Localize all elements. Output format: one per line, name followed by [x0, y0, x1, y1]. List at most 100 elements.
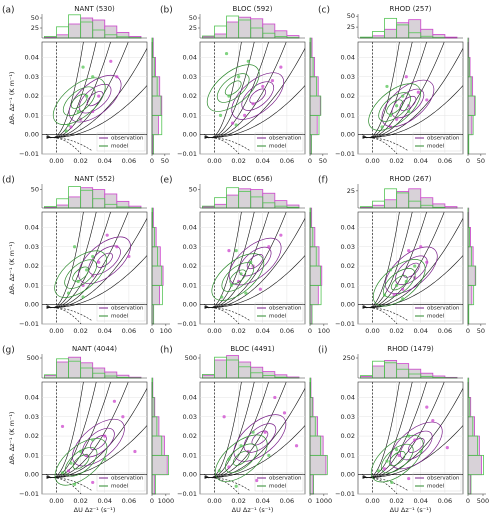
legend-label: observation [269, 476, 302, 482]
scatter-point [385, 460, 388, 463]
scatter-point [115, 245, 118, 248]
right-hist-bar [152, 227, 156, 246]
x-tick-label: 0.04 [98, 327, 112, 335]
y-tick-label: −0.01 [177, 320, 197, 328]
legend-label: model [269, 484, 287, 490]
scatter-point [383, 467, 386, 470]
x-tick-label: 0.02 [389, 497, 403, 505]
top-hist-bar [385, 29, 397, 38]
legend-label: model [269, 144, 287, 150]
scatter-point [417, 91, 420, 94]
top-hist-tick-label: 250 [343, 354, 355, 362]
top-hist-tick-label: 50 [347, 12, 355, 20]
top-hist-bar [275, 31, 287, 38]
right-hist-bar [152, 285, 160, 304]
panel-title: RHOD (257) [389, 5, 431, 13]
scatter-point [390, 481, 393, 484]
top-hist-bar [81, 363, 93, 378]
legend-label: observation [269, 136, 302, 142]
scatter-point [106, 234, 109, 237]
scatter-point [401, 94, 404, 97]
y-tick-label: 0.03 [341, 413, 355, 421]
right-hist-bar [468, 115, 472, 134]
scatter-point [395, 104, 398, 107]
y-tick-label: 0.03 [341, 243, 355, 251]
x-tick-label: 0.06 [280, 497, 294, 505]
scatter-point [249, 261, 252, 264]
legend-label: observation [111, 476, 144, 482]
scatter-point [397, 454, 400, 457]
x-tick-label: 0.02 [389, 157, 403, 165]
scatter-point [419, 245, 422, 248]
y-tick-label: 0.04 [25, 223, 39, 231]
right-hist-bar [310, 57, 315, 76]
scatter-point [381, 125, 384, 128]
panel-title: NANT (552) [74, 175, 115, 183]
y-axis-label: Δθᵥ Δz⁻¹ (K m⁻¹) [8, 242, 16, 295]
scatter-point [244, 292, 247, 295]
y-tick-label: 0.04 [25, 53, 39, 61]
y-tick-label: 0.00 [183, 471, 197, 479]
scatter-point [377, 469, 380, 472]
y-tick-label: 0.04 [341, 223, 355, 231]
scatter-point [73, 483, 76, 486]
scatter-point [395, 284, 398, 287]
right-hist-tick-label: 0 [150, 327, 154, 335]
x-tick-label: 0.04 [256, 327, 270, 335]
x-tick-label: 0.02 [73, 497, 87, 505]
top-hist-tick-label: 50 [189, 186, 197, 194]
x-tick-label: 0.06 [122, 157, 136, 165]
scatter-point [267, 245, 270, 248]
right-hist-bar [152, 57, 156, 76]
x-tick-label: 0.04 [414, 497, 428, 505]
right-hist-bar [468, 96, 474, 115]
scatter-point [295, 444, 298, 447]
y-tick-label: −0.01 [335, 320, 355, 328]
panel-label: (i) [318, 346, 328, 356]
top-hist-bar [214, 204, 226, 208]
x-tick-label: 0.02 [231, 327, 245, 335]
y-tick-label: 0.02 [25, 432, 39, 440]
y-tick-label: 0.01 [25, 451, 39, 459]
scatter-point [103, 434, 106, 437]
panel-label: (b) [160, 6, 173, 16]
top-hist-tick-label: 50 [31, 186, 39, 194]
x-tick-label: 0.00 [49, 157, 63, 165]
right-hist-tick-label: 0 [466, 497, 470, 505]
top-hist-tick-label: 25 [31, 24, 39, 32]
top-hist-bar [421, 29, 433, 38]
scatter-point [115, 75, 118, 78]
y-tick-label: 0.01 [25, 111, 39, 119]
y-tick-label: −0.01 [177, 150, 197, 158]
y-tick-label: 0.02 [183, 92, 197, 100]
scatter-point [431, 419, 434, 422]
x-tick-label: 0.06 [438, 497, 452, 505]
scatter-point [121, 415, 124, 418]
panel-label: (c) [318, 6, 330, 16]
x-tick-label: 0.04 [414, 157, 428, 165]
x-tick-label: 0.06 [280, 157, 294, 165]
panel-title: NANT (4044) [72, 345, 117, 353]
scatter-point [413, 438, 416, 441]
y-tick-label: 0.04 [183, 223, 197, 231]
right-hist-bar [310, 115, 317, 134]
y-tick-label: 0.03 [183, 243, 197, 251]
scatter-point [219, 114, 222, 117]
y-tick-label: 0.02 [25, 262, 39, 270]
scatter-point [69, 462, 72, 465]
top-hist-bar [409, 189, 421, 208]
x-tick-label: 0.02 [73, 327, 87, 335]
legend-label: observation [427, 136, 460, 142]
scatter-point [235, 485, 238, 488]
y-tick-label: 0.02 [25, 92, 39, 100]
scatter-point [227, 94, 230, 97]
scatter-point [395, 448, 398, 451]
scatter-point [85, 94, 88, 97]
x-tick-label: 0.02 [389, 327, 403, 335]
top-hist-tick-label: 500 [185, 354, 197, 362]
top-hist-bar [105, 372, 117, 378]
y-tick-label: 0.02 [183, 432, 197, 440]
scatter-point [383, 293, 386, 296]
